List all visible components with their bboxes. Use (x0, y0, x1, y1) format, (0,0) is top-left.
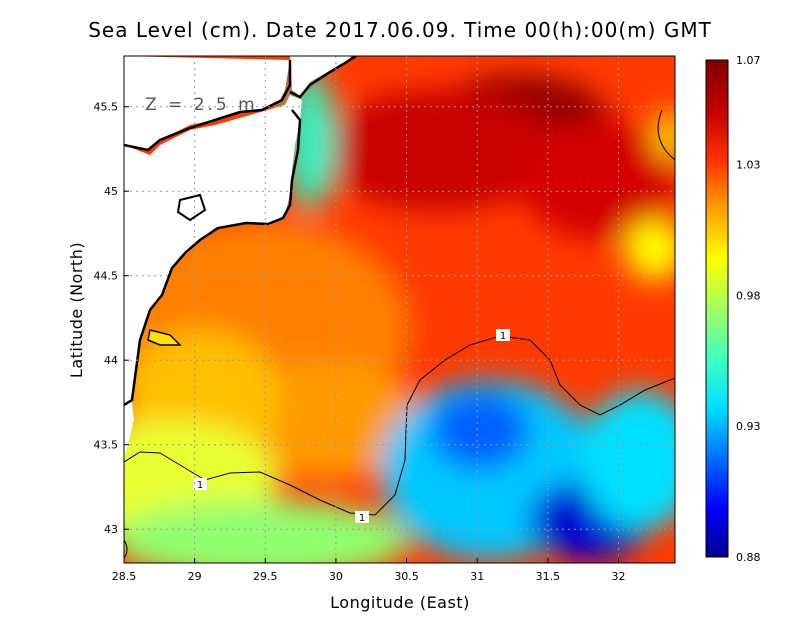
x-tick-label: 28.5 (112, 570, 137, 583)
x-tick-label: 31 (470, 570, 484, 583)
y-tick-label: 44 (104, 354, 118, 367)
field-blobs (124, 70, 675, 563)
grid-lines (124, 56, 675, 563)
contour-sw-corner (124, 539, 128, 559)
contour-line-1 (124, 335, 675, 516)
x-tick-label: 30.5 (394, 570, 419, 583)
coastline-north (124, 60, 292, 152)
y-tick-label: 45 (104, 185, 118, 198)
plot-title: Sea Level (cm). Date 2017.06.09. Time 00… (88, 18, 712, 42)
contour-line-ne (657, 109, 675, 161)
contour-labels: 1 1 1 (193, 329, 510, 524)
coastline-northeast (289, 56, 357, 99)
coastline-west (124, 109, 302, 407)
y-tick-label: 43.5 (94, 439, 119, 452)
x-axis-title: Longitude (East) (330, 593, 470, 612)
x-tick-label: 29.5 (253, 570, 278, 583)
colorbar-tick-label: 0.88 (736, 551, 761, 564)
y-tick-label: 43 (104, 523, 118, 536)
plot-frame (123, 55, 676, 564)
land-danube-delta (124, 95, 302, 405)
land-north (124, 56, 352, 96)
x-axis: 28.5 29 29.5 30 30.5 31 31.5 32 (112, 558, 625, 583)
depth-label: Z = 2.5 m (145, 95, 258, 115)
land-ukraine (124, 56, 290, 150)
sea-level-field: 1 1 1 (124, 56, 675, 563)
x-tick-label: 31.5 (536, 570, 561, 583)
y-axis-title: Latitude (North) (67, 242, 86, 378)
x-tick-label: 32 (611, 570, 625, 583)
y-tick-label: 45.5 (94, 101, 119, 114)
colorbar-tick-label: 0.93 (736, 420, 761, 433)
contour-label: 1 (197, 480, 203, 491)
x-tick-label: 29 (188, 570, 202, 583)
lagoon (147, 329, 182, 346)
land-coast-south (124, 402, 134, 460)
contour-label: 1 (500, 331, 506, 342)
y-tick-label: 44.5 (94, 270, 119, 283)
x-tick-label: 30 (329, 570, 343, 583)
colorbar-tick-label: 1.07 (736, 54, 761, 67)
y-axis: 43 43.5 44 44.5 45 45.5 (94, 101, 129, 536)
colorbar-ticks: 1.07 1.03 0.98 0.93 0.88 (736, 54, 761, 564)
contour-label: 1 (359, 513, 365, 524)
colorbar (705, 59, 729, 558)
colorbar-tick-label: 1.03 (736, 159, 761, 172)
lake-1 (176, 193, 207, 222)
colorbar-tick-label: 0.98 (736, 289, 761, 302)
